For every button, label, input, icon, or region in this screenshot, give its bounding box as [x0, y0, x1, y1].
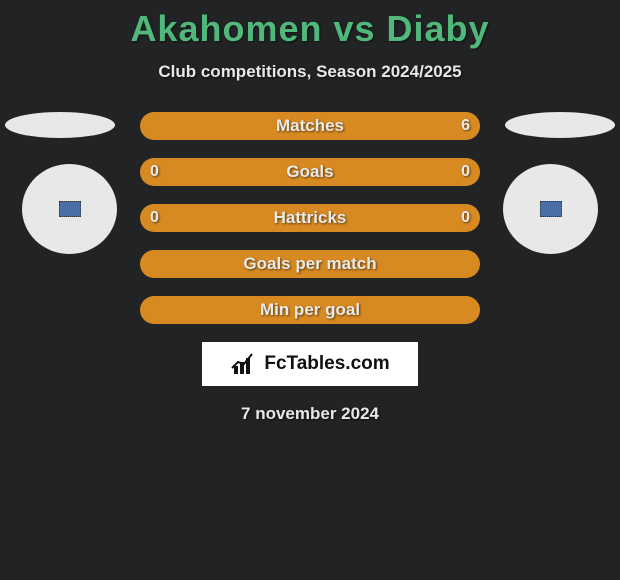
- stats-list: Matches 6 0 Goals 0 0 Hattricks 0 Goals …: [140, 112, 480, 324]
- stat-row: 0 Hattricks 0: [140, 204, 480, 232]
- stat-row: 0 Goals 0: [140, 158, 480, 186]
- content-area: Matches 6 0 Goals 0 0 Hattricks 0 Goals …: [0, 112, 620, 424]
- stat-left-value: 0: [150, 209, 159, 227]
- date-text: 7 november 2024: [0, 404, 620, 424]
- stat-row: Goals per match: [140, 250, 480, 278]
- stat-label: Min per goal: [260, 300, 360, 320]
- stat-right-value: 0: [461, 163, 470, 181]
- left-badge-icon: [59, 201, 81, 217]
- right-player-avatar: [503, 164, 598, 254]
- left-player-avatar: [22, 164, 117, 254]
- stat-label: Goals per match: [243, 254, 376, 274]
- stat-right-value: 0: [461, 209, 470, 227]
- stat-right-value: 6: [461, 117, 470, 135]
- stat-label: Matches: [276, 116, 344, 136]
- stat-left-value: 0: [150, 163, 159, 181]
- chart-icon: [230, 352, 258, 376]
- stat-label: Hattricks: [274, 208, 347, 228]
- brand-text: FcTables.com: [264, 353, 389, 375]
- stat-row: Matches 6: [140, 112, 480, 140]
- page-title: Akahomen vs Diaby: [0, 0, 620, 50]
- left-ellipse-shape: [5, 112, 115, 138]
- right-ellipse-shape: [505, 112, 615, 138]
- subtitle: Club competitions, Season 2024/2025: [0, 62, 620, 82]
- stat-row: Min per goal: [140, 296, 480, 324]
- brand-logo-box: FcTables.com: [202, 342, 418, 386]
- stat-label: Goals: [286, 162, 333, 182]
- right-badge-icon: [540, 201, 562, 217]
